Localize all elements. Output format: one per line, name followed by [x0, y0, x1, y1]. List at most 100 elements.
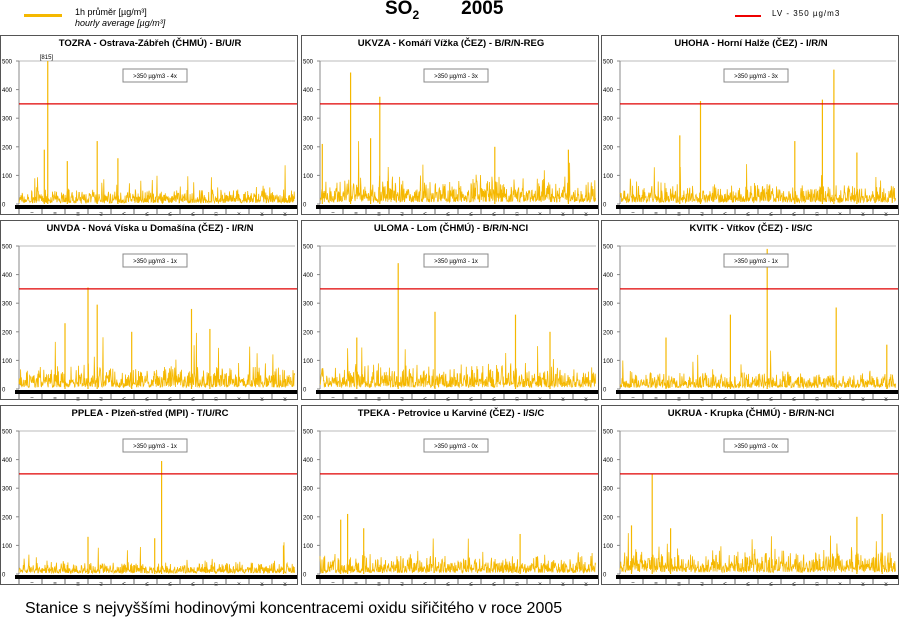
exceedance-box	[423, 253, 489, 268]
x-axis-bar	[316, 390, 598, 394]
y-tick-label: 0	[2, 388, 6, 394]
exceedance-count: >350 µg/m3 - 0x	[734, 444, 778, 450]
month-label: IV	[99, 212, 104, 216]
month-label: II	[354, 212, 359, 215]
month-label: II	[654, 397, 659, 400]
month-label: XII	[884, 397, 889, 401]
month-label: IV	[700, 397, 705, 401]
month-label: VIII	[792, 212, 797, 216]
series-hourly	[319, 538, 596, 575]
month-label: V	[423, 212, 428, 215]
series-hourly	[319, 346, 596, 389]
y-tick-label: 500	[2, 60, 13, 66]
y-tick-label: 400	[2, 88, 13, 94]
y-tick-label: 100	[603, 359, 614, 365]
month-label: III	[76, 212, 81, 216]
month-label: X	[237, 212, 242, 215]
month-label: VI	[145, 582, 150, 586]
station-panel: PPLEA - Plzeň-střed (MPI) - T/U/RC 0 100 20…	[0, 405, 298, 589]
series-hourly	[619, 350, 896, 390]
month-label: III	[76, 397, 81, 401]
y-tick-label: 500	[2, 245, 13, 251]
y-tick-label: 300	[603, 117, 614, 123]
y-tick-label: 400	[603, 458, 614, 464]
month-label: VII	[168, 397, 173, 401]
panel-title: TPEKA - Petrovice u Karviné (ČEZ) - I/S/…	[358, 407, 545, 419]
panel-title: ULOMA - Lom (ČHMÚ) - B/R/N-NCI	[374, 222, 528, 234]
caption: Stanice s nejvyššími hodinovými koncentr…	[25, 600, 563, 617]
month-label: X	[538, 397, 543, 400]
month-label: VI	[746, 397, 751, 401]
month-label: IX	[214, 582, 219, 586]
month-label: IV	[400, 397, 405, 401]
month-label: IV	[99, 397, 104, 401]
y-tick-label: 100	[2, 544, 13, 550]
y-tick-label: 100	[303, 544, 314, 550]
series-hourly	[319, 141, 596, 204]
month-label: XI	[861, 582, 866, 586]
month-label: I	[631, 582, 636, 583]
month-label: I	[30, 397, 35, 398]
month-label: IX	[214, 212, 219, 216]
y-tick-label: 200	[603, 330, 614, 336]
month-label: IX	[515, 212, 520, 216]
y-tick-label: 500	[603, 430, 614, 436]
month-label: XII	[584, 397, 589, 401]
month-label: III	[677, 397, 682, 401]
station-panel: UHOHA - Horní Halže (ČEZ) - I/R/N 0 100 200…	[601, 35, 899, 219]
y-tick-label: 400	[603, 88, 614, 94]
series-hourly	[619, 164, 896, 204]
panel-title: KVITK - Vítkov (ČEZ) - I/S/C	[690, 222, 813, 234]
y-tick-label: 0	[303, 388, 307, 394]
month-label: XII	[283, 397, 288, 401]
month-label: IX	[815, 582, 820, 586]
panel-title: TOZRA - Ostrava-Zábřeh (ČHMÚ) - B/U/R	[59, 37, 242, 49]
y-tick-label: 200	[2, 515, 13, 521]
month-label: IX	[214, 397, 219, 401]
month-label: VIII	[492, 397, 497, 401]
y-tick-label: 300	[303, 117, 314, 123]
y-tick-label: 500	[2, 430, 13, 436]
month-label: V	[122, 397, 127, 400]
month-label: V	[423, 582, 428, 585]
month-label: VI	[145, 397, 150, 401]
panel-title: UKVZA - Komáří Vížka (ČEZ) - B/R/N-REG	[358, 37, 545, 49]
station-panel: TPEKA - Petrovice u Karviné (ČEZ) - I/S/…	[301, 405, 599, 589]
exceedance-box	[423, 68, 489, 83]
clipped-peak-label: [815]	[40, 55, 54, 61]
exceedance-box	[122, 68, 188, 83]
y-tick-label: 0	[2, 203, 6, 209]
chart-title: SO2 2005	[385, 0, 504, 22]
y-tick-label: 200	[303, 330, 314, 336]
month-label: X	[538, 212, 543, 215]
y-tick-label: 300	[2, 302, 13, 308]
month-label: VIII	[191, 397, 196, 401]
month-label: VI	[446, 397, 451, 401]
month-label: IV	[99, 582, 104, 586]
legend-limit-swatch	[735, 15, 761, 17]
month-label: I	[631, 212, 636, 213]
month-label: I	[30, 582, 35, 583]
y-tick-label: 200	[2, 145, 13, 151]
month-label: IV	[400, 212, 405, 216]
month-label: III	[677, 212, 682, 216]
month-label: X	[838, 582, 843, 585]
exceedance-count: >350 µg/m3 - 0x	[434, 444, 478, 450]
month-label: I	[631, 397, 636, 398]
y-tick-label: 400	[303, 458, 314, 464]
month-label: XI	[260, 212, 265, 216]
series-hourly	[619, 533, 896, 574]
y-tick-label: 400	[303, 273, 314, 279]
month-label: XII	[584, 582, 589, 586]
month-label: XI	[861, 397, 866, 401]
y-tick-label: 400	[2, 273, 13, 279]
y-tick-label: 100	[303, 174, 314, 180]
y-tick-label: 100	[2, 174, 13, 180]
month-label: I	[331, 582, 336, 583]
month-label: VIII	[191, 212, 196, 216]
month-label: I	[30, 212, 35, 213]
y-tick-label: 400	[2, 458, 13, 464]
month-label: VIII	[492, 212, 497, 216]
y-tick-label: 0	[603, 388, 607, 394]
month-label: XI	[260, 582, 265, 586]
